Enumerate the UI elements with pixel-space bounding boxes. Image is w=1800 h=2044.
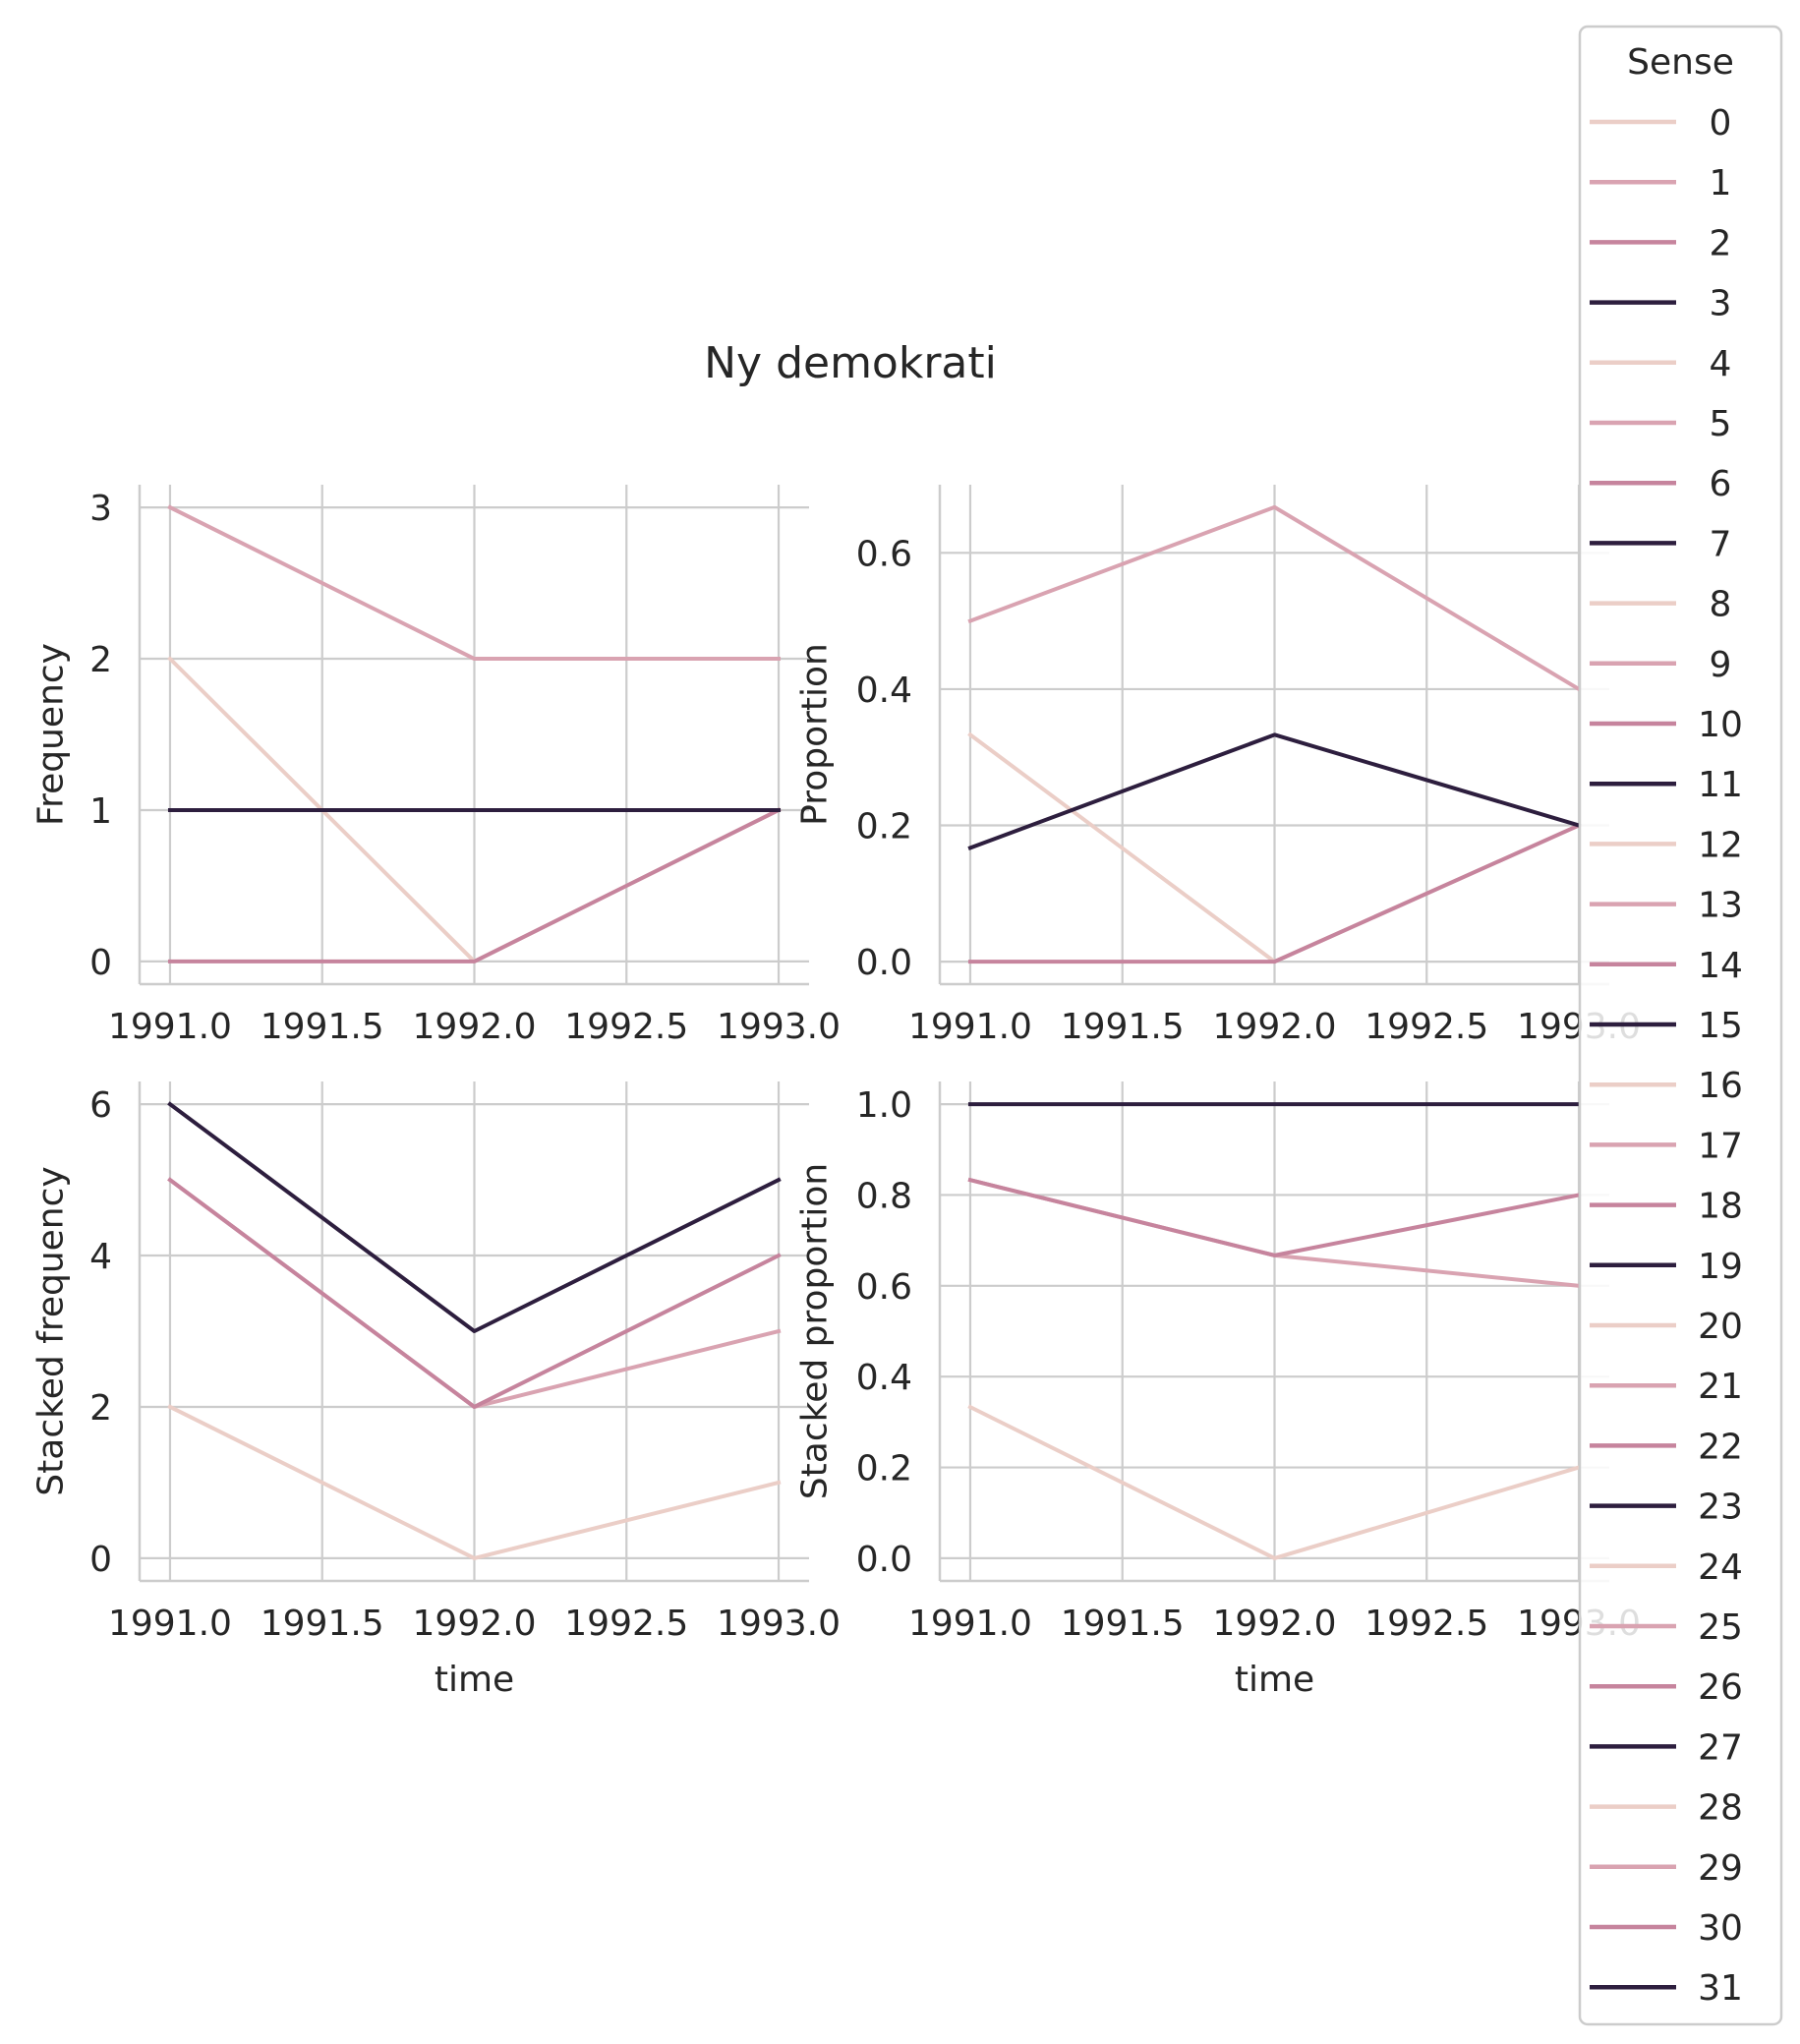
legend-label-sense-21: 21 [1698, 1367, 1743, 1407]
y-tick-label: 0.0 [856, 1540, 912, 1580]
x-tick-label: 1992.0 [1213, 1007, 1337, 1047]
series-line-sense-1 [967, 504, 1582, 692]
legend-label-sense-0: 0 [1710, 103, 1732, 144]
x-tick-label: 1991.5 [1061, 1604, 1185, 1644]
y-tick-label: 4 [89, 1237, 112, 1277]
legend-label-sense-3: 3 [1710, 284, 1732, 324]
legend-label-sense-15: 15 [1698, 1006, 1743, 1046]
series-line-sense-2 [167, 807, 782, 964]
x-tick-label: 1991.0 [108, 1604, 232, 1644]
y-tick-label: 0.4 [856, 1358, 912, 1398]
legend-label-sense-30: 30 [1698, 1908, 1743, 1949]
x-axis-label: time [1235, 1660, 1314, 1700]
series-line-sense-0 [167, 1404, 782, 1560]
legend-label-sense-22: 22 [1698, 1427, 1743, 1467]
legend-label-sense-19: 19 [1698, 1247, 1743, 1287]
x-tick-label: 1993.0 [717, 1604, 841, 1644]
legend-label-sense-28: 28 [1698, 1788, 1743, 1829]
y-tick-label: 3 [89, 489, 112, 529]
y-tick-label: 0 [89, 943, 112, 983]
legend-label-sense-18: 18 [1698, 1187, 1743, 1227]
x-tick-label: 1992.5 [1365, 1604, 1488, 1644]
legend-label-sense-13: 13 [1698, 886, 1743, 926]
x-tick-label: 1993.0 [717, 1007, 841, 1047]
legend-label-sense-23: 23 [1698, 1488, 1743, 1528]
y-axis-label: Stacked proportion [795, 1163, 836, 1499]
legend-label-sense-31: 31 [1698, 1968, 1743, 2009]
legend-label-sense-8: 8 [1710, 585, 1732, 625]
x-tick-label: 1991.0 [908, 1604, 1032, 1644]
legend-label-sense-4: 4 [1710, 344, 1732, 384]
x-tick-label: 1991.5 [261, 1007, 384, 1047]
y-tick-label: 1 [89, 791, 112, 832]
y-tick-label: 0.0 [856, 943, 912, 983]
legend-label-sense-10: 10 [1698, 705, 1743, 745]
y-tick-label: 0.2 [856, 807, 912, 847]
y-tick-label: 0.6 [856, 1267, 912, 1308]
x-tick-label: 1992.5 [564, 1007, 688, 1047]
legend-label-sense-14: 14 [1698, 946, 1743, 986]
x-tick-label: 1992.5 [564, 1604, 688, 1644]
legend: Sense01234567891011121314151617181920212… [1578, 25, 1783, 2026]
x-tick-label: 1992.0 [1213, 1604, 1337, 1644]
series-line-sense-2 [967, 822, 1582, 964]
subplot-1: 1991.0 1991.5 1992.0 1992.5 1993.0 0 1 2 3 Freque… [31, 485, 841, 1047]
legend-label-sense-24: 24 [1698, 1548, 1743, 1588]
x-tick-label: 1991.5 [261, 1604, 384, 1644]
legend-label-sense-26: 26 [1698, 1667, 1743, 1708]
legend-label-sense-11: 11 [1698, 765, 1743, 805]
x-tick-label: 1992.5 [1365, 1007, 1488, 1047]
series-line-sense-2 [967, 1177, 1582, 1257]
y-tick-label: 6 [89, 1085, 112, 1126]
legend-box [1578, 25, 1783, 2026]
subplot-2: 1991.01991.51992.01992.51993.00.00.20.40… [795, 485, 1641, 1047]
legend-label-sense-17: 17 [1698, 1126, 1743, 1166]
y-tick-label: 1.0 [856, 1085, 912, 1126]
y-tick-label: 2 [89, 1388, 112, 1429]
x-tick-label: 1991.0 [108, 1007, 232, 1047]
legend-label-sense-20: 20 [1698, 1307, 1743, 1347]
y-tick-label: 0.8 [856, 1176, 912, 1216]
y-tick-label: 0 [89, 1540, 112, 1580]
legend-label-sense-6: 6 [1710, 464, 1732, 504]
subplots: 1991.0 1991.5 1992.0 1992.5 1993.0 0 1 2 3 Freque… [31, 485, 1641, 1700]
series-line-sense-2 [167, 1177, 782, 1409]
legend-label-sense-27: 27 [1698, 1727, 1743, 1768]
legend-label-sense-16: 16 [1698, 1066, 1743, 1106]
legend-title: Sense [1627, 42, 1734, 83]
x-tick-label: 1991.5 [1061, 1007, 1185, 1047]
x-axis-label: time [435, 1660, 514, 1700]
legend-label-sense-2: 2 [1710, 223, 1732, 263]
legend-label-sense-5: 5 [1710, 404, 1732, 444]
series-line-sense-1 [167, 504, 782, 662]
x-tick-label: 1991.0 [908, 1007, 1032, 1047]
y-tick-label: 0.6 [856, 534, 912, 574]
legend-label-sense-7: 7 [1710, 524, 1732, 564]
y-tick-label: 0.4 [856, 671, 912, 711]
legend-label-sense-12: 12 [1698, 825, 1743, 865]
x-tick-label: 1992.0 [413, 1604, 537, 1644]
y-tick-label: 0.2 [856, 1449, 912, 1489]
y-axis-label: Stacked frequency [31, 1166, 72, 1495]
series-line-sense-3 [167, 1101, 782, 1333]
subplot-3: 1991.0 1991.5 1992.0 1992.5 1993.0 0 2 4 6 Stacke… [31, 1081, 841, 1700]
y-axis-label: Frequency [31, 643, 72, 826]
y-tick-label: 2 [89, 640, 112, 680]
x-tick-label: 1992.0 [413, 1007, 537, 1047]
subplot-4: 1991.01991.51992.01992.51993.00.00.20.40… [795, 1081, 1641, 1700]
y-axis-label: Proportion [795, 643, 836, 826]
legend-label-sense-29: 29 [1698, 1848, 1743, 1889]
series-line-sense-0 [967, 1404, 1582, 1560]
legend-label-sense-9: 9 [1710, 645, 1732, 685]
legend-label-sense-1: 1 [1710, 163, 1732, 204]
legend-label-sense-25: 25 [1698, 1607, 1743, 1648]
figure-title: Ny demokrati [704, 338, 997, 388]
series-line-sense-3 [967, 732, 1582, 850]
